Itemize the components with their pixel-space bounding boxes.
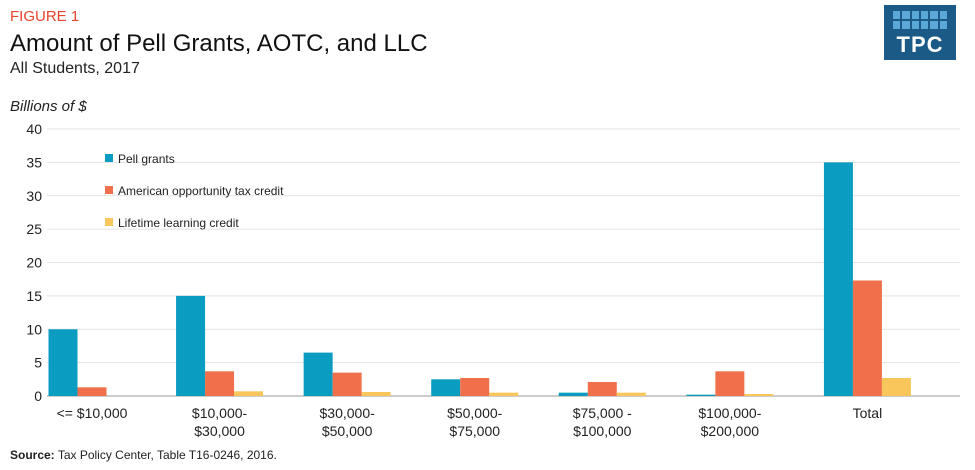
- y-tick-label: 30: [26, 188, 42, 204]
- logo-text: TPC: [896, 32, 944, 57]
- x-tick-label: $10,000-: [192, 405, 248, 421]
- bar-lifetime-learning-credit: [881, 377, 911, 396]
- bar-pell-grants: [303, 352, 333, 396]
- bar-pell-grants: [176, 295, 206, 396]
- source-note: Source: Tax Policy Center, Table T16-024…: [10, 448, 277, 462]
- x-tick-label: $30,000: [194, 423, 245, 439]
- bar-pell-grants: [823, 162, 853, 396]
- bar-lifetime-learning-credit: [744, 393, 774, 396]
- bar-pell-grants: [48, 329, 78, 396]
- bar-american-opportunity-tax-credit: [715, 371, 745, 396]
- legend-label: Pell grants: [118, 152, 175, 166]
- legend-label: Lifetime learning credit: [118, 216, 239, 230]
- bar-lifetime-learning-credit: [489, 392, 519, 396]
- bar-pell-grants: [431, 379, 461, 396]
- y-tick-label: 10: [26, 321, 42, 337]
- x-tick-label: $200,000: [701, 423, 760, 439]
- logo-grid-icon: [893, 11, 947, 29]
- y-axis-label: Billions of $: [10, 98, 87, 115]
- chart-title: Amount of Pell Grants, AOTC, and LLC: [10, 30, 428, 57]
- x-tick-label: $100,000-: [698, 405, 761, 421]
- bar-lifetime-learning-credit: [616, 392, 646, 396]
- legend-swatch: [105, 186, 113, 194]
- figure-label: FIGURE 1: [10, 8, 80, 25]
- chart-subtitle: All Students, 2017: [10, 60, 140, 77]
- y-tick-label: 20: [26, 255, 42, 271]
- y-tick-label: 40: [26, 121, 42, 137]
- x-tick-label: <= $10,000: [57, 405, 128, 421]
- x-tick-label: $30,000-: [320, 405, 376, 421]
- bar-american-opportunity-tax-credit: [205, 371, 235, 396]
- x-tick-label: $50,000-: [447, 405, 503, 421]
- y-tick-label: 0: [34, 388, 42, 404]
- legend-swatch: [105, 218, 113, 226]
- bar-pell-grants: [686, 394, 716, 396]
- bar-american-opportunity-tax-credit: [587, 381, 617, 396]
- x-tick-label: $75,000 -: [573, 405, 632, 421]
- bar-american-opportunity-tax-credit: [77, 387, 107, 396]
- bar-american-opportunity-tax-credit: [460, 377, 490, 396]
- x-tick-label: $75,000: [449, 423, 500, 439]
- bar-pell-grants: [558, 392, 588, 396]
- bar-american-opportunity-tax-credit: [332, 372, 362, 396]
- tpc-logo: TPC: [884, 5, 956, 60]
- bar-lifetime-learning-credit: [361, 391, 391, 396]
- legend-label: American opportunity tax credit: [118, 184, 284, 198]
- bar-american-opportunity-tax-credit: [852, 280, 882, 396]
- bar-lifetime-learning-credit: [234, 391, 264, 396]
- y-tick-label: 5: [34, 355, 42, 371]
- x-tick-label: $100,000: [573, 423, 632, 439]
- y-tick-label: 15: [26, 288, 42, 304]
- legend-swatch: [105, 154, 113, 162]
- y-tick-label: 25: [26, 221, 42, 237]
- x-tick-label: $50,000: [322, 423, 373, 439]
- x-tick-label: Total: [853, 405, 883, 421]
- y-tick-label: 35: [26, 154, 42, 170]
